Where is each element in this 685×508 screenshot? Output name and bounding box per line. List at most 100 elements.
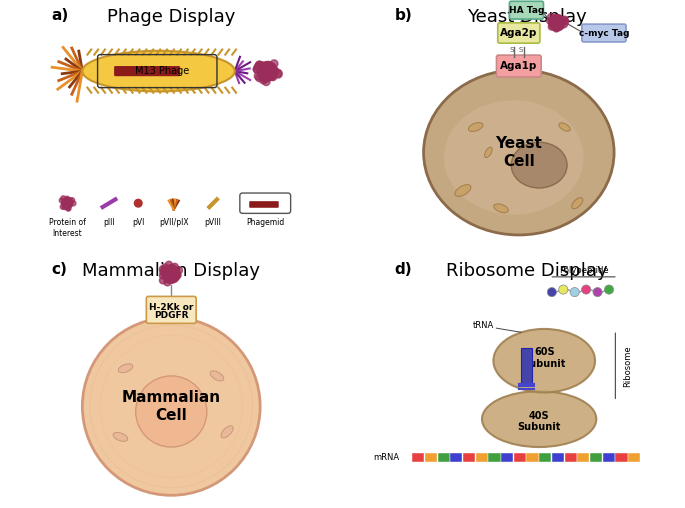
Circle shape <box>258 61 277 81</box>
Circle shape <box>551 18 557 25</box>
FancyBboxPatch shape <box>240 193 290 213</box>
Bar <box>628 453 640 462</box>
Circle shape <box>260 71 268 78</box>
Circle shape <box>273 70 280 78</box>
Circle shape <box>266 65 273 72</box>
Circle shape <box>261 68 269 76</box>
Text: pIII: pIII <box>103 218 115 228</box>
Ellipse shape <box>493 329 595 392</box>
Circle shape <box>271 65 279 73</box>
Circle shape <box>562 18 569 25</box>
Circle shape <box>175 267 182 274</box>
Text: pVII/pIX: pVII/pIX <box>159 218 188 228</box>
Circle shape <box>555 17 561 24</box>
Circle shape <box>555 17 562 24</box>
Text: H-2Kk or: H-2Kk or <box>149 303 193 312</box>
Text: Ribosome Display: Ribosome Display <box>446 262 608 279</box>
Ellipse shape <box>494 204 508 213</box>
Circle shape <box>570 288 580 297</box>
Ellipse shape <box>511 142 567 188</box>
Ellipse shape <box>221 426 233 438</box>
Circle shape <box>65 200 71 205</box>
Circle shape <box>169 265 177 272</box>
Circle shape <box>273 69 280 76</box>
Circle shape <box>160 268 167 275</box>
Text: Polypeptide: Polypeptide <box>559 266 608 275</box>
Circle shape <box>556 15 562 21</box>
Circle shape <box>547 288 556 297</box>
Circle shape <box>273 62 281 70</box>
Ellipse shape <box>113 432 127 441</box>
Circle shape <box>270 63 277 71</box>
Circle shape <box>164 267 171 274</box>
Text: pVI: pVI <box>132 218 145 228</box>
Text: mRNA: mRNA <box>373 453 399 462</box>
Text: Aga2p: Aga2p <box>500 28 538 38</box>
Circle shape <box>547 18 553 24</box>
Bar <box>488 453 501 462</box>
Circle shape <box>170 272 177 279</box>
FancyBboxPatch shape <box>249 201 279 208</box>
Ellipse shape <box>482 391 597 447</box>
Circle shape <box>164 279 171 286</box>
Circle shape <box>582 285 590 294</box>
Circle shape <box>273 60 280 68</box>
Circle shape <box>265 71 273 79</box>
Circle shape <box>166 269 173 276</box>
Text: d): d) <box>395 262 412 277</box>
Text: tRNA: tRNA <box>473 321 494 330</box>
Circle shape <box>271 67 279 74</box>
Circle shape <box>165 275 172 282</box>
Circle shape <box>64 199 69 204</box>
Circle shape <box>164 272 171 279</box>
Circle shape <box>66 200 71 205</box>
FancyBboxPatch shape <box>497 55 541 77</box>
Bar <box>577 453 589 462</box>
Text: Yeast
Cell: Yeast Cell <box>495 136 543 169</box>
FancyBboxPatch shape <box>510 1 543 19</box>
Bar <box>514 453 526 462</box>
Circle shape <box>548 23 555 30</box>
Ellipse shape <box>210 371 224 381</box>
Circle shape <box>174 272 181 279</box>
Circle shape <box>260 68 268 75</box>
Circle shape <box>64 206 70 211</box>
Circle shape <box>160 269 167 276</box>
Circle shape <box>71 201 75 206</box>
Circle shape <box>262 68 269 76</box>
Text: Protein of
Interest: Protein of Interest <box>49 218 86 238</box>
Circle shape <box>561 21 567 28</box>
Circle shape <box>561 17 568 23</box>
Ellipse shape <box>572 198 583 209</box>
Text: Mammalian Display: Mammalian Display <box>82 262 260 279</box>
Bar <box>475 453 488 462</box>
Text: Phage Display: Phage Display <box>107 8 236 25</box>
Circle shape <box>82 318 260 495</box>
Bar <box>438 453 450 462</box>
Ellipse shape <box>423 70 614 235</box>
Circle shape <box>266 78 273 85</box>
Circle shape <box>61 201 66 206</box>
Circle shape <box>134 199 142 207</box>
Ellipse shape <box>484 147 492 157</box>
Circle shape <box>269 68 277 76</box>
Text: 40S
Subunit: 40S Subunit <box>517 411 561 432</box>
Circle shape <box>552 21 558 27</box>
Text: PDGFR: PDGFR <box>154 311 188 320</box>
Ellipse shape <box>559 123 571 131</box>
FancyBboxPatch shape <box>582 24 626 42</box>
Circle shape <box>272 61 279 69</box>
Ellipse shape <box>82 51 235 91</box>
Circle shape <box>553 18 560 24</box>
Ellipse shape <box>455 184 471 197</box>
Circle shape <box>604 285 614 294</box>
Circle shape <box>269 74 277 82</box>
Circle shape <box>165 276 172 283</box>
Text: b): b) <box>395 8 412 23</box>
Circle shape <box>162 265 180 283</box>
Text: 60S
Subunit: 60S Subunit <box>523 347 566 369</box>
Circle shape <box>269 58 277 66</box>
Circle shape <box>264 75 271 83</box>
Bar <box>501 453 513 462</box>
Circle shape <box>160 277 166 284</box>
